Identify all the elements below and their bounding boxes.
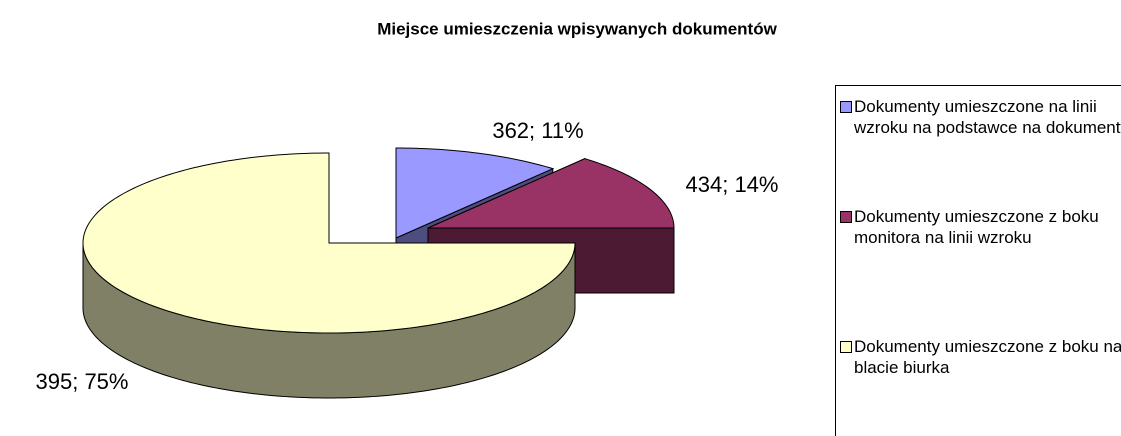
data-label: 395; 75% bbox=[36, 369, 129, 394]
legend-label: Dokumenty umieszczone na linii wzroku na… bbox=[854, 97, 1121, 137]
legend-label: Dokumenty umieszczone z boku na blacie b… bbox=[854, 337, 1121, 377]
legend-swatch bbox=[840, 341, 852, 353]
legend-entry: Dokumenty umieszczone z boku na blacie b… bbox=[840, 336, 1121, 378]
legend-swatch bbox=[840, 211, 852, 223]
data-label: 362; 11% bbox=[492, 118, 583, 143]
pie-slice bbox=[82, 152, 576, 399]
data-label: 434; 14% bbox=[686, 172, 779, 197]
legend-label: Dokumenty umieszczone z boku monitora na… bbox=[854, 207, 1099, 247]
slice-top bbox=[427, 158, 675, 229]
legend-entry: Dokumenty umieszczone na linii wzroku na… bbox=[840, 96, 1121, 138]
slice-top bbox=[82, 152, 576, 334]
legend-swatch bbox=[840, 101, 852, 113]
chart-title: Miejsce umieszczenia wpisywanych dokumen… bbox=[377, 19, 777, 38]
slice-top bbox=[395, 147, 555, 239]
legend-entry: Dokumenty umieszczone z boku monitora na… bbox=[840, 206, 1121, 248]
legend: Dokumenty umieszczone na linii wzroku na… bbox=[835, 85, 1121, 436]
